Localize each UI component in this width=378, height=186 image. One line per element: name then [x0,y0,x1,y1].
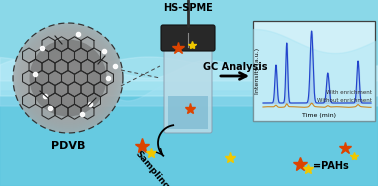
Circle shape [66,76,70,80]
Circle shape [52,62,84,94]
Circle shape [51,61,85,95]
Circle shape [57,67,79,89]
Circle shape [37,47,99,109]
Circle shape [43,53,93,103]
Circle shape [61,71,75,85]
Circle shape [42,52,94,104]
Text: GC Analysis: GC Analysis [203,62,267,72]
Circle shape [63,73,73,83]
Circle shape [48,58,88,98]
Circle shape [53,63,83,93]
Circle shape [39,49,97,107]
Circle shape [30,40,106,116]
Circle shape [35,45,101,111]
Circle shape [31,41,105,115]
Circle shape [54,64,82,92]
Circle shape [41,51,95,105]
Circle shape [55,65,81,91]
Text: PDVB: PDVB [51,141,85,151]
Circle shape [23,33,113,123]
Circle shape [38,48,98,108]
Circle shape [33,43,103,113]
FancyBboxPatch shape [164,41,212,133]
Circle shape [27,37,109,119]
FancyBboxPatch shape [161,25,215,51]
Circle shape [29,39,107,116]
Circle shape [21,31,115,125]
Circle shape [56,66,80,90]
Text: HS-SPME: HS-SPME [163,3,213,13]
Circle shape [50,60,86,96]
Circle shape [16,26,120,130]
Circle shape [29,39,107,117]
Circle shape [45,55,91,101]
Circle shape [59,69,77,87]
Text: With enrichment: With enrichment [326,90,372,95]
Circle shape [60,70,76,86]
Text: =PAHs: =PAHs [313,161,349,171]
Circle shape [49,59,87,97]
Bar [253,21,375,121]
Circle shape [18,28,118,128]
Circle shape [64,74,72,82]
Circle shape [22,32,114,124]
Circle shape [28,38,108,118]
Text: Time (min): Time (min) [302,113,336,118]
Circle shape [40,50,96,106]
Circle shape [65,75,71,81]
Circle shape [14,24,122,132]
Circle shape [15,25,121,131]
Circle shape [58,68,78,88]
Circle shape [26,36,110,120]
Circle shape [32,42,104,114]
Text: Without enrichment: Without enrichment [317,98,372,103]
Circle shape [13,23,123,133]
Text: Intensity (a.u.): Intensity (a.u.) [254,48,260,94]
Circle shape [46,56,90,100]
Bar [168,96,208,129]
Circle shape [67,77,69,79]
Circle shape [19,29,117,127]
Text: Sampling: Sampling [133,149,171,186]
Circle shape [24,34,112,122]
Circle shape [44,54,92,102]
Circle shape [20,30,116,126]
Circle shape [17,27,119,129]
Circle shape [25,35,111,121]
Circle shape [36,46,100,110]
Circle shape [47,57,89,99]
Circle shape [34,44,102,112]
Circle shape [62,72,74,84]
